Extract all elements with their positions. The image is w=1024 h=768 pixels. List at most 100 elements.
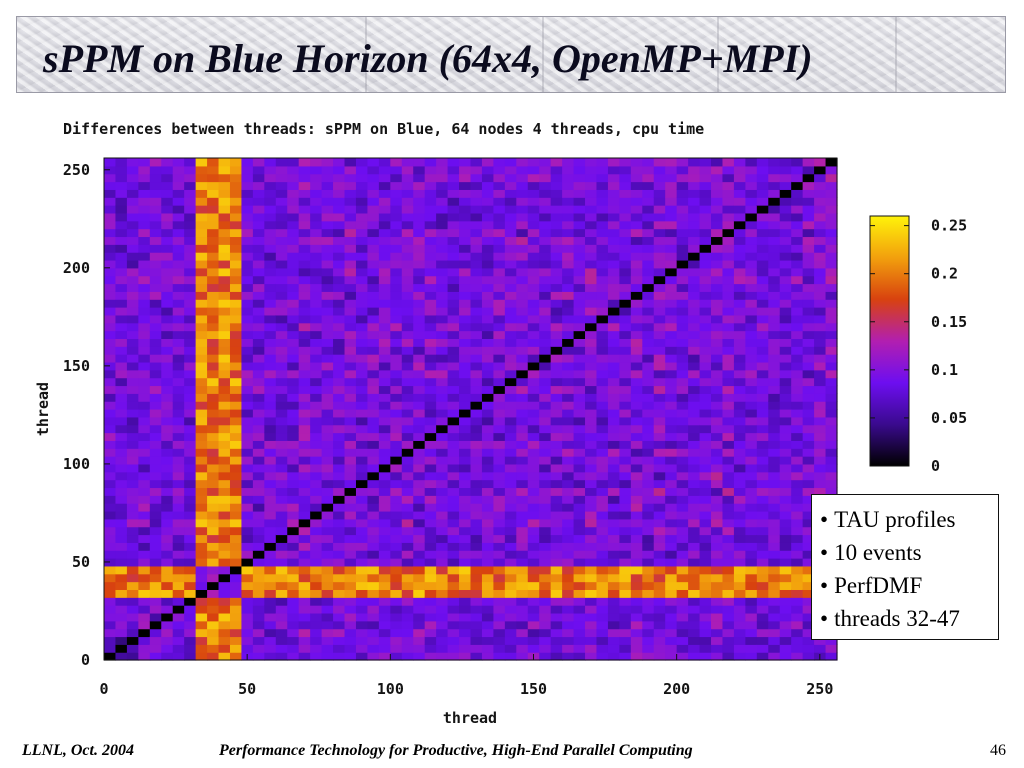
heatmap-cell <box>390 181 403 190</box>
heatmap-cell <box>756 589 769 598</box>
heatmap-cell <box>653 361 666 371</box>
heatmap-cell <box>344 620 357 630</box>
heatmap-cell <box>768 581 781 590</box>
heatmap-cell <box>252 526 265 536</box>
heatmap-cell <box>481 299 494 308</box>
heatmap-cell <box>367 432 380 441</box>
heatmap-cell <box>825 205 838 214</box>
heatmap-cell <box>264 361 277 371</box>
heatmap-cell <box>516 409 529 418</box>
heatmap-cell <box>504 589 517 598</box>
heatmap-cell <box>138 354 151 363</box>
heatmap-cell <box>459 479 472 489</box>
footer-left: LLNL, Oct. 2004 <box>22 742 134 759</box>
heatmap-cell <box>676 401 689 410</box>
heatmap-cell <box>470 612 483 622</box>
heatmap-cell <box>413 652 426 661</box>
heatmap-cell <box>115 652 128 661</box>
heatmap-cell <box>264 385 277 394</box>
heatmap-cell <box>241 526 254 536</box>
heatmap-cells <box>104 158 838 661</box>
heatmap-cell <box>344 652 357 661</box>
heatmap-cell <box>493 456 506 465</box>
heatmap-cell <box>688 291 701 300</box>
heatmap-cell <box>252 503 265 512</box>
heatmap-cell <box>711 409 724 418</box>
heatmap-cell <box>768 652 781 661</box>
heatmap-cell <box>321 526 334 536</box>
heatmap-cell <box>161 165 174 175</box>
heatmap-cell <box>814 456 827 465</box>
heatmap-cell <box>630 644 643 653</box>
heatmap-cell <box>115 393 128 402</box>
heatmap-cell <box>768 283 781 292</box>
heatmap-cell <box>184 542 197 551</box>
heatmap-cell <box>459 330 472 339</box>
heatmap-cell <box>310 385 323 394</box>
heatmap-cell <box>516 189 529 198</box>
heatmap-cell <box>722 558 735 567</box>
heatmap-cell <box>653 589 666 598</box>
heatmap-cell <box>252 244 265 253</box>
heatmap-cell <box>275 275 288 285</box>
heatmap-cell <box>642 448 655 457</box>
heatmap-cell <box>126 542 139 551</box>
heatmap-cell <box>413 550 426 559</box>
heatmap-cell <box>378 173 391 183</box>
heatmap-cell <box>413 173 426 183</box>
heatmap-cell <box>550 573 563 583</box>
heatmap-cell <box>802 252 815 261</box>
heatmap-cell <box>310 652 323 661</box>
heatmap-cell <box>264 173 277 183</box>
heatmap-cell <box>688 416 701 426</box>
heatmap-cell <box>447 565 460 575</box>
heatmap-cell <box>207 550 220 559</box>
heatmap-cell <box>390 628 403 638</box>
heatmap-cell <box>527 424 540 434</box>
heatmap-cell <box>298 409 311 418</box>
heatmap-cell <box>195 401 208 410</box>
heatmap-cell <box>207 393 220 402</box>
heatmap-cell <box>756 495 769 504</box>
heatmap-cell <box>344 212 357 222</box>
heatmap-cell <box>401 338 414 347</box>
heatmap-cell <box>218 558 231 567</box>
heatmap-cell <box>562 510 575 520</box>
heatmap-cell <box>126 385 139 394</box>
heatmap-cell <box>436 314 449 324</box>
heatmap-cell <box>745 354 758 363</box>
heatmap-cell <box>172 487 185 496</box>
heatmap-cell <box>413 165 426 175</box>
heatmap-cell <box>264 291 277 300</box>
heatmap-cell <box>161 346 174 355</box>
heatmap-cell <box>470 589 483 598</box>
heatmap-cell <box>252 542 265 551</box>
heatmap-cell <box>630 558 643 567</box>
heatmap-cell <box>207 565 220 575</box>
heatmap-cell <box>630 542 643 551</box>
heatmap-cell <box>367 369 380 379</box>
heatmap-cell <box>104 267 117 277</box>
heatmap-cell <box>665 228 678 238</box>
heatmap-cell <box>768 228 781 238</box>
heatmap-cell <box>481 597 494 606</box>
heatmap-cell <box>241 518 254 528</box>
heatmap-cell <box>596 205 609 214</box>
heatmap-cell <box>493 275 506 285</box>
heatmap-cell <box>585 424 598 434</box>
heatmap-cell <box>756 487 769 496</box>
heatmap-cell <box>424 620 437 630</box>
heatmap-cell <box>229 314 243 324</box>
heatmap-cell <box>298 573 311 583</box>
heatmap-cell <box>218 479 231 489</box>
heatmap-cell <box>287 361 300 371</box>
heatmap-cell <box>573 158 586 167</box>
heatmap-cell <box>539 503 552 512</box>
heatmap-cell <box>516 291 529 300</box>
heatmap-cell <box>688 495 701 504</box>
heatmap-cell <box>722 197 735 206</box>
heatmap-cell <box>264 479 277 489</box>
heatmap-cell <box>310 636 323 645</box>
heatmap-cell <box>562 322 575 332</box>
heatmap-cell <box>470 542 483 551</box>
